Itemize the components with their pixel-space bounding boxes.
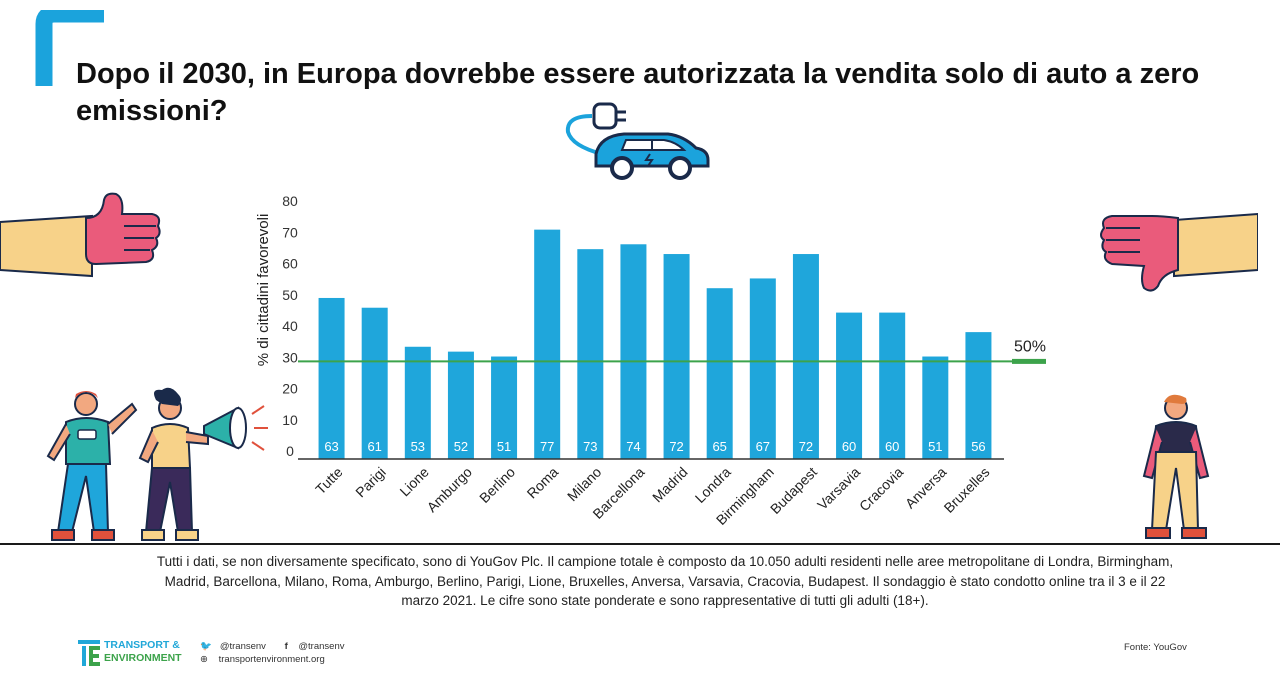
- globe-icon: ⊕: [200, 654, 208, 665]
- bar-birmingham: [749, 278, 776, 459]
- category-label: Milano: [564, 464, 605, 505]
- twitter-label: @transenv: [219, 641, 266, 652]
- bar-value-label: 52: [454, 439, 468, 454]
- bar-value-label: 65: [712, 439, 726, 454]
- category-label: Budapest: [767, 464, 820, 517]
- bar-milano: [577, 249, 604, 459]
- category-label: Berlino: [476, 464, 518, 506]
- twitter-icon: 🐦: [200, 641, 212, 652]
- y-axis-label: % di cittadini favorevoli: [255, 214, 272, 367]
- bar-londra: [706, 288, 733, 459]
- website-label: transportenvironment.org: [218, 654, 325, 665]
- bar-value-label: 72: [799, 439, 813, 454]
- bar-value-label: 63: [324, 439, 338, 454]
- category-label: Amburgo: [424, 464, 476, 516]
- bar-value-label: 74: [626, 439, 640, 454]
- thumbs-down-icon: [1100, 212, 1258, 292]
- bar-lione: [404, 346, 431, 459]
- y-tick-label: 20: [282, 381, 298, 397]
- corner-bracket-decoration: [35, 10, 104, 86]
- category-label: Tutte: [312, 464, 346, 498]
- facebook-label: @transenv: [298, 641, 345, 652]
- category-label: Bruxelles: [941, 464, 993, 516]
- y-tick-label: 0: [286, 443, 294, 459]
- bar-cracovia: [879, 312, 906, 459]
- bar-amburgo: [447, 351, 474, 459]
- y-tick-label: 10: [282, 412, 298, 428]
- website-link[interactable]: ⊕ transportenvironment.org: [200, 653, 360, 666]
- logo-line-1: TRANSPORT &: [104, 639, 180, 651]
- thumbs-up-icon: [0, 192, 161, 278]
- bar-madrid: [663, 254, 690, 459]
- category-label: Londra: [692, 464, 734, 506]
- bar-value-label: 51: [497, 439, 511, 454]
- facebook-handle[interactable]: f @transenv: [285, 641, 353, 652]
- te-logo-icon: [78, 640, 100, 666]
- y-tick-label: 60: [282, 256, 298, 272]
- bar-value-label: 61: [367, 439, 381, 454]
- bar-value-label: 60: [885, 439, 899, 454]
- bar-value-label: 67: [756, 439, 770, 454]
- people-megaphone-illustration: [46, 387, 268, 541]
- y-tick-label: 80: [282, 193, 298, 209]
- logo-wordmark: TRANSPORT & ENVIRONMENT: [104, 639, 182, 664]
- bar-value-label: 72: [669, 439, 683, 454]
- y-tick-label: 70: [282, 224, 298, 240]
- bar-value-label: 53: [411, 439, 425, 454]
- threshold-marker: [1012, 358, 1046, 364]
- bar-varsavia: [836, 312, 863, 459]
- y-tick-label: 50: [282, 287, 298, 303]
- y-tick-label: 30: [282, 349, 298, 365]
- category-label: Parigi: [352, 464, 389, 501]
- divider-line: [0, 543, 1280, 545]
- footnote-text: Tutti i dati, se non diversamente specif…: [156, 554, 1174, 608]
- bar-value-label: 60: [842, 439, 856, 454]
- bar-value-label: 77: [540, 439, 554, 454]
- bar-value-label: 73: [583, 439, 597, 454]
- category-label: Cracovia: [856, 464, 907, 515]
- bar-budapest: [792, 254, 819, 459]
- category-label: Varsavia: [814, 464, 863, 513]
- electric-car-icon: [565, 102, 710, 180]
- bar-value-label: 56: [971, 439, 985, 454]
- threshold-label: 50%: [1014, 338, 1046, 355]
- category-label: Madrid: [649, 464, 691, 506]
- twitter-handle[interactable]: 🐦 @transenv: [200, 641, 274, 652]
- bar-barcellona: [620, 244, 647, 459]
- y-tick-label: 40: [282, 318, 298, 334]
- category-label: Lione: [396, 464, 432, 500]
- facebook-icon: f: [284, 641, 288, 652]
- category-label: Roma: [524, 464, 562, 502]
- bar-roma: [534, 229, 561, 459]
- social-links: 🐦 @transenv f @transenv ⊕ transportenviro…: [200, 640, 360, 666]
- bar-tutte: [318, 297, 345, 459]
- bar-anversa: [922, 356, 949, 459]
- bar-value-label: 51: [928, 439, 942, 454]
- bar-chart: % di cittadini favorevoli 0 10 20 30 40 50 60 70…: [255, 193, 1046, 528]
- bar-parigi: [361, 307, 388, 459]
- bar-bruxelles: [965, 332, 992, 459]
- bar-berlino: [491, 356, 518, 459]
- chart-title: Dopo il 2030, in Europa dovrebbe essere …: [76, 58, 1200, 127]
- standing-person-illustration: [1142, 394, 1210, 539]
- source-label: Fonte: YouGov: [1124, 642, 1187, 653]
- logo-line-2: ENVIRONMENT: [104, 651, 182, 664]
